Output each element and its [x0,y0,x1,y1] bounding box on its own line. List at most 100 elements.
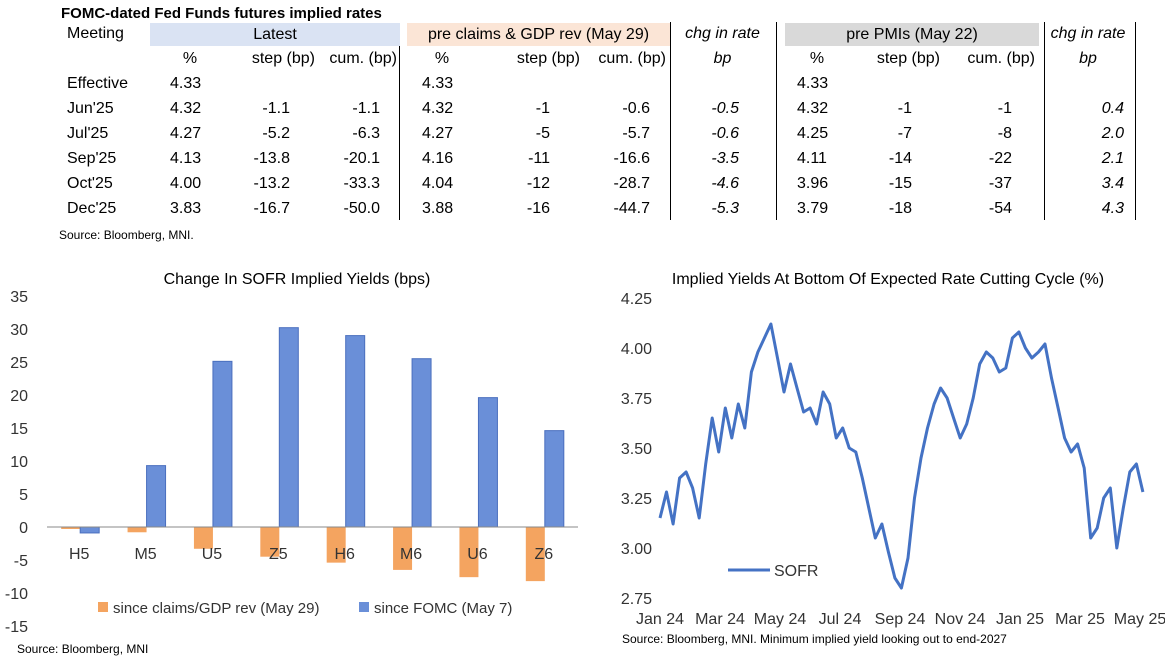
fomc-rates-table: Meeting Latest pre claims & GDP rev (May… [50,22,1140,222]
chg2-cell [1046,72,1124,96]
latest-cum-cell: -20.1 [343,150,380,167]
claims-pct-cell: 4.27 [422,125,454,142]
bar [146,465,167,528]
y-tick-label: -10 [5,586,28,603]
sub-header-chg1: bp [713,50,732,67]
sub-header-pmi-cum: cum. (bp) [967,50,1035,67]
y-tick-label: 25 [10,355,28,372]
y-tick-label: 10 [10,454,28,471]
bar [260,527,280,557]
chg2-cell: 2.0 [1101,125,1124,142]
y-tick-label: -5 [14,553,28,570]
pmi-pct-cell: 3.79 [797,200,829,217]
pmi-pct-cell: 3.96 [797,175,829,192]
chg-rate-header-1: chg in rate [685,25,760,42]
x-tick-label: May 24 [754,611,807,628]
y-tick-label: 35 [10,289,28,306]
bar [411,358,432,528]
chg1-cell: -4.6 [711,175,739,192]
table-divider [1044,22,1045,220]
x-tick-label: Jul 24 [819,611,862,628]
pmi-pct-cell: 4.32 [797,100,829,117]
pmi-step-cell: -15 [888,175,912,192]
latest-pct-cell: 4.32 [170,100,202,117]
x-tick-label: Sep 24 [875,611,926,628]
x-tick-label: M6 [400,546,422,563]
pmi-cum-cell: -22 [988,150,1012,167]
table-divider [670,22,671,220]
pmi-cum-cell: -1 [997,100,1012,117]
y-tick-label: 4.00 [621,341,652,358]
line-chart-title: Implied Yields At Bottom Of Expected Rat… [672,271,1104,288]
bar-chart-title: Change In SOFR Implied Yields (bps) [164,271,431,288]
x-tick-label: Jan 25 [996,611,1044,628]
line-chart-source: Source: Bloomberg, MNI. Minimum implied … [622,632,1007,646]
table-divider [776,22,777,220]
x-tick-label: Jan 24 [636,611,684,628]
pre-claims-header-bg [407,23,670,46]
claims-cum-cell: -16.6 [613,150,650,167]
legend-label-claims: since claims/GDP rev (May 29) [113,600,319,617]
x-tick-label: M5 [134,546,156,563]
meeting-cell: Effective [67,75,129,92]
sub-header-latest-cum: cum. (bp) [329,50,397,67]
table-source: Source: Bloomberg, MNI. [59,228,194,242]
claims-cum-cell: -44.7 [613,200,650,217]
sub-header-latest-step: step (bp) [251,50,315,67]
latest-cum-cell: -33.3 [343,175,380,192]
legend-label-fomc: since FOMC (May 7) [374,600,512,617]
bar [212,360,233,528]
y-tick-label: 3.00 [621,541,652,558]
table-divider [1135,22,1136,220]
latest-pct-cell: 4.13 [170,150,202,167]
latest-cum-cell: -50.0 [343,200,380,217]
meeting-cell: Jun'25 [67,100,114,117]
latest-pct-cell: 4.33 [170,75,202,92]
pre-pmis-header-bg [785,23,1039,46]
pmi-step-cell: -18 [888,200,912,217]
bar [326,527,346,563]
meeting-cell: Sep'25 [67,150,117,167]
sofr-change-bar-chart: Change In SOFR Implied Yields (bps) -15 -1… [5,271,578,636]
bar-chart-source: Source: Bloomberg, MNI [17,642,149,656]
bar [459,527,479,578]
claims-cum-cell: -5.7 [622,125,650,142]
sub-header-pmi-step: step (bp) [876,50,940,67]
bar [127,527,147,533]
latest-step-cell: -13.8 [253,150,290,167]
y-tick-label: 30 [10,322,28,339]
sofr-line [658,322,1145,590]
bar [525,527,545,582]
latest-step-cell: -13.2 [253,175,290,192]
latest-pct-cell: 4.00 [170,175,202,192]
y-tick-label: 20 [10,388,28,405]
x-tick-label: Mar 25 [1055,611,1105,628]
pmi-pct-cell: 4.11 [797,150,827,167]
x-tick-label: May 25 [1114,611,1165,628]
pmi-step-cell [850,72,912,96]
y-tick-label: -15 [5,619,28,636]
chg1-cell: -0.6 [711,125,739,142]
sub-header-claims-pct: % [434,50,450,67]
claims-pct-cell: 3.88 [422,200,454,217]
x-tick-label: Nov 24 [935,611,986,628]
claims-pct-cell: 4.32 [422,100,454,117]
bar [544,430,565,528]
chg1-cell: -5.3 [711,200,739,217]
legend-swatch-fomc [359,602,369,612]
chg1-cell: -3.5 [711,150,739,167]
meeting-cell: Dec'25 [67,200,117,217]
chg1-cell: -0.5 [711,100,739,117]
bar [477,397,498,528]
pmi-cum-cell: -8 [997,125,1012,142]
latest-pct-cell: 3.83 [170,200,202,217]
chg2-cell: 3.4 [1101,175,1124,192]
sub-header-pmi-pct: % [809,50,825,67]
bar [193,527,213,549]
pre-claims-header: pre claims & GDP rev (May 29) [427,26,650,43]
pmi-step-cell: -7 [897,125,912,142]
bar [393,527,413,570]
pmi-step-cell: -14 [888,150,912,167]
pmi-pct-cell: 4.25 [797,125,829,142]
claims-cum-cell: -0.6 [622,100,650,117]
